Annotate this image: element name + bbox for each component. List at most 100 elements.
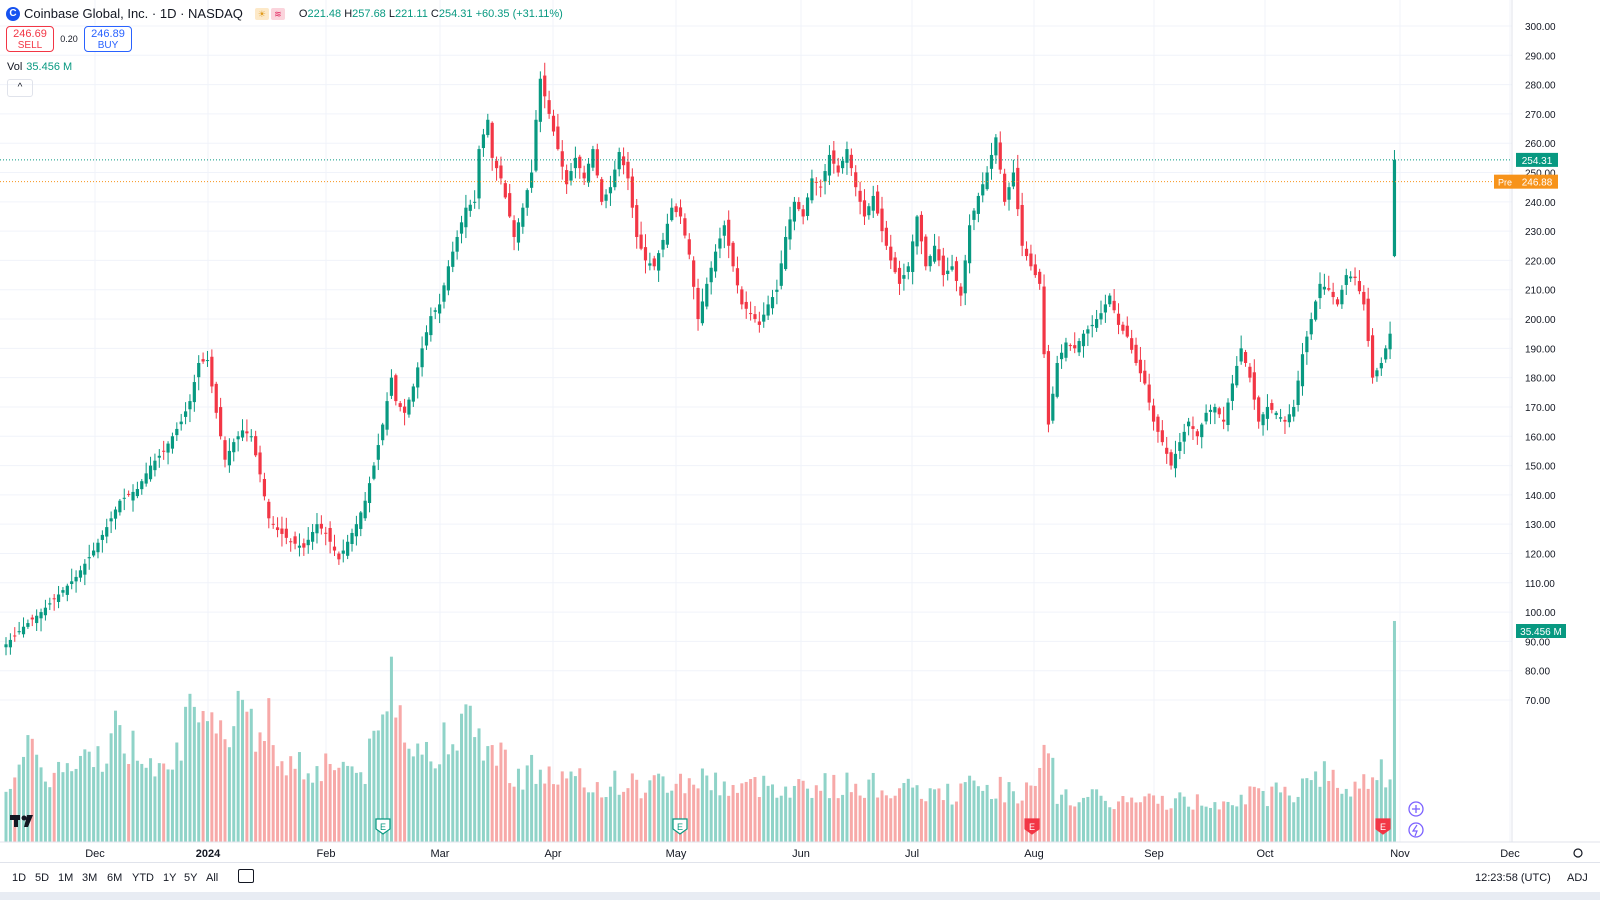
volume-bar — [372, 730, 376, 842]
range-ytd-button[interactable]: YTD — [132, 872, 154, 884]
tv-logo-mark — [21, 815, 27, 821]
candle-body — [630, 176, 634, 208]
candle-body — [188, 401, 192, 410]
volume-bar — [1038, 767, 1042, 842]
volume-bar — [854, 783, 858, 842]
volume-tag[interactable] — [1516, 624, 1566, 638]
candle-body — [1353, 276, 1357, 279]
pre-price-tag[interactable] — [1516, 174, 1558, 189]
range-1d-button[interactable]: 1D — [12, 872, 27, 884]
volume-bar — [241, 699, 245, 842]
candle-body — [946, 270, 950, 275]
earnings-marker[interactable]: E — [375, 818, 391, 835]
buy-button[interactable]: 246.89 BUY — [84, 26, 132, 52]
range-5d-button[interactable]: 5D — [35, 872, 50, 884]
candle-body — [113, 509, 118, 519]
candle-body — [1143, 370, 1147, 384]
pre-tag[interactable] — [1494, 174, 1516, 189]
earnings-marker[interactable]: E — [672, 818, 688, 835]
earnings-marker[interactable]: E — [1375, 818, 1391, 835]
candle-body — [26, 623, 30, 627]
candle-body — [455, 236, 459, 252]
candle-body — [525, 190, 529, 208]
volume-bar — [556, 784, 560, 842]
price-axis[interactable]: 300.00 290.00 280.00 270.00 260.00 250.00 240.… — [1494, 0, 1566, 842]
volume-bar — [188, 693, 192, 842]
range-3m-button[interactable]: 3M — [82, 872, 98, 884]
volume-bar — [65, 763, 69, 842]
volume-bar — [552, 784, 555, 842]
candle-body — [227, 450, 231, 466]
lightning-icon[interactable] — [1408, 822, 1424, 838]
candle-body — [214, 383, 218, 413]
range-1y-button[interactable]: 1Y — [163, 872, 177, 884]
candle-body — [87, 557, 91, 559]
volume-bar — [880, 790, 884, 842]
last-price-tag[interactable] — [1516, 152, 1558, 167]
ohlc-values: O221.48 H257.68 L221.11 C254.31 +60.35 (… — [299, 8, 563, 20]
candle-body — [1121, 324, 1125, 331]
candle-body — [1283, 419, 1287, 422]
candle-body — [424, 332, 429, 346]
candle-body — [1064, 342, 1068, 358]
volume-bar — [1134, 802, 1138, 842]
volume-bar — [762, 775, 766, 842]
volume-bar — [70, 771, 74, 842]
candle-body — [297, 545, 302, 548]
volume-bar — [293, 768, 297, 842]
candle-body — [709, 267, 713, 283]
candle-body — [621, 156, 626, 166]
candle-body — [652, 258, 656, 267]
earnings-marker[interactable]: E — [1024, 818, 1040, 835]
candle-body — [1239, 348, 1243, 362]
volume-bar — [407, 748, 411, 842]
axis-settings-icon[interactable] — [1573, 848, 1583, 858]
candle-body — [118, 500, 122, 513]
time-axis[interactable]: Dec 2024 Feb Mar Apr May Jun Jul Aug Sep Oct Nov Dec — [0, 841, 1600, 860]
volume-bar — [924, 801, 928, 842]
time-tick-label: Oct — [1256, 848, 1273, 860]
candle-body — [210, 356, 214, 387]
candle-body — [696, 287, 700, 320]
range-1m-button[interactable]: 1M — [58, 872, 74, 884]
adj-toggle[interactable]: ADJ — [1567, 872, 1588, 884]
price-tick-label: 80.00 — [1525, 667, 1550, 678]
volume-bar — [87, 751, 91, 842]
volume-legend[interactable]: Vol 35.456 M — [7, 61, 72, 73]
sell-button[interactable]: 246.69 SELL — [6, 26, 54, 52]
candle-body — [770, 297, 775, 309]
candle-body — [446, 266, 450, 291]
candle-body — [1388, 333, 1392, 350]
candle-body — [538, 78, 542, 122]
candle-body — [1130, 338, 1134, 350]
candle-body — [1191, 426, 1195, 429]
range-all-button[interactable]: All — [206, 872, 219, 884]
volume-bar — [1165, 809, 1169, 842]
time-tick-label: Apr — [544, 848, 561, 860]
volume-bar — [1362, 774, 1366, 842]
date-range-icon[interactable] — [238, 869, 254, 883]
volume-bar — [394, 717, 398, 842]
symbol-title[interactable]: Coinbase Global, Inc. · 1D · NASDAQ — [24, 6, 243, 21]
volume-bar — [788, 797, 792, 842]
volume-bar — [1274, 782, 1278, 842]
volume-bar — [346, 765, 350, 842]
market-open-icon[interactable]: ☀ — [254, 7, 269, 20]
volume-bar — [319, 781, 323, 842]
range-6m-button[interactable]: 6M — [107, 872, 123, 884]
data-feed-icon[interactable]: ≋ — [270, 7, 285, 20]
volume-bar — [311, 782, 315, 842]
range-5y-button[interactable]: 5Y — [184, 872, 198, 884]
utc-clock[interactable]: 12:23:58 (UTC) — [1475, 872, 1551, 884]
candle-body — [376, 445, 380, 460]
volume-bar — [591, 792, 595, 842]
volume-bar — [705, 775, 709, 842]
volume-bar — [617, 794, 621, 842]
candle-body — [884, 227, 888, 246]
volume-bar — [784, 786, 788, 842]
candle-body — [39, 612, 43, 619]
collapse-legend-button[interactable]: ^ — [7, 79, 33, 97]
volume-bar — [1051, 757, 1055, 842]
